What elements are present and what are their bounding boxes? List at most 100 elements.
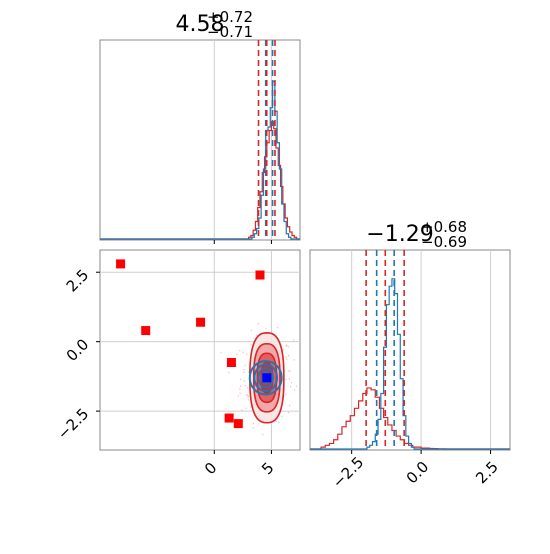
red-square-marker: [116, 259, 126, 269]
x-tick-label: 0.0: [403, 458, 433, 488]
sample-dot: [289, 385, 292, 388]
marginal-x-title-minus: −0.71: [207, 23, 253, 41]
red-square-marker: [141, 326, 151, 336]
marginal-x-title-value: 4.58: [176, 12, 225, 37]
sample-dot: [243, 380, 246, 382]
sample-dot: [239, 388, 241, 390]
marginal-y-title-value: −1.29: [366, 222, 433, 247]
sample-dot: [237, 395, 239, 397]
sample-dot: [239, 392, 241, 394]
sample-dot: [243, 369, 245, 371]
blue-center-marker: [262, 373, 272, 383]
red-square-marker: [233, 419, 243, 429]
x-tick-label: 0: [201, 459, 220, 478]
sample-dot: [239, 349, 241, 352]
sample-dot: [243, 371, 245, 373]
marginal-x-title: 4.58: [176, 12, 225, 37]
joint-y-ticks: 2.5 0.0 −2.5: [54, 266, 100, 443]
red-square-marker: [224, 413, 234, 423]
marginal-y-grid: [351, 250, 492, 450]
sample-dot: [244, 385, 247, 387]
y-tick-label: 0.0: [63, 335, 93, 365]
sample-dot: [293, 359, 295, 361]
marginal-y-x-ticks: −2.5 0.0 2.5: [329, 450, 502, 492]
sample-dot: [242, 351, 244, 353]
sample-dot: [262, 433, 264, 436]
marginal-y-histograms: [310, 278, 510, 450]
y-tick-label: 2.5: [63, 266, 93, 296]
sample-dot: [241, 409, 243, 411]
marginal-x-quantile-lines: [257, 40, 276, 240]
red-square-marker: [226, 358, 236, 367]
y-tick-label: −2.5: [54, 405, 92, 443]
marginal-y-blue-hist: [310, 278, 510, 450]
marginal-x-title-plus: +0.72: [207, 8, 253, 26]
marginal-y-title-minus: −0.69: [421, 233, 467, 251]
sample-dot: [278, 422, 280, 424]
marginal-y-frame: [309, 249, 511, 451]
x-tick-label: 5: [258, 459, 277, 478]
sample-dot: [220, 352, 222, 354]
x-tick-label: 2.5: [472, 458, 502, 488]
sample-dot: [265, 328, 267, 330]
sample-dot: [295, 385, 298, 387]
sample-dot: [290, 381, 293, 384]
marginal-x-blue-hist: [100, 80, 300, 240]
marginal-y-title-plus: +0.68: [421, 218, 467, 236]
marginal-y-title: −1.29: [366, 222, 433, 247]
sample-dot: [247, 396, 250, 398]
sample-dot: [275, 420, 277, 423]
sample-dot: [288, 378, 290, 380]
sample-dot: [288, 370, 290, 372]
sample-dot: [288, 355, 290, 357]
sample-dot: [246, 394, 248, 396]
sample-dot: [285, 356, 287, 359]
marginal-x-grid: [213, 40, 272, 244]
sample-dot: [293, 339, 295, 341]
sample-dot: [252, 422, 255, 425]
marginal-y-panel: −2.5 0.0 2.5 −1.29 +0.68 −0.69: [309, 218, 511, 492]
sample-dot: [258, 423, 260, 425]
marginal-x-frame: [99, 39, 301, 241]
red-square-marker: [196, 317, 206, 327]
blue-contour: [248, 360, 283, 396]
sample-dot: [257, 322, 260, 325]
sample-dot: [289, 370, 291, 372]
sample-dot: [285, 358, 288, 360]
joint-points: [116, 259, 272, 429]
blue-contour: [257, 367, 274, 389]
sample-dot: [294, 389, 296, 391]
sample-dot: [228, 371, 230, 374]
red-square-marker: [255, 270, 265, 280]
sample-dot: [240, 378, 242, 381]
sample-dot: [285, 393, 287, 396]
sample-dot: [236, 353, 238, 356]
sample-dot: [287, 346, 290, 348]
sample-dot: [239, 385, 242, 387]
sample-dot: [246, 387, 249, 389]
sample-dot: [250, 344, 252, 346]
sample-dot: [285, 378, 287, 381]
sample-dot: [285, 344, 287, 347]
sample-dot: [281, 415, 283, 417]
sample-dot: [252, 427, 254, 429]
marginal-x-panel: 4.58 +0.72 −0.71: [99, 8, 301, 244]
sample-dot: [287, 411, 290, 414]
sample-dot: [250, 406, 252, 408]
sample-dot: [245, 407, 247, 409]
marginal-y-quantile-lines: [365, 250, 405, 450]
sample-dot: [247, 399, 250, 401]
sample-dot: [247, 395, 249, 397]
marginal-y-red-hist: [310, 387, 510, 450]
blue-contour: [253, 363, 279, 393]
x-tick-label: −2.5: [329, 453, 367, 491]
sample-dot: [244, 364, 246, 366]
sample-dot: [245, 353, 248, 355]
sample-dot: [282, 349, 284, 351]
sample-dot: [276, 327, 279, 329]
sample-dot: [288, 404, 291, 407]
